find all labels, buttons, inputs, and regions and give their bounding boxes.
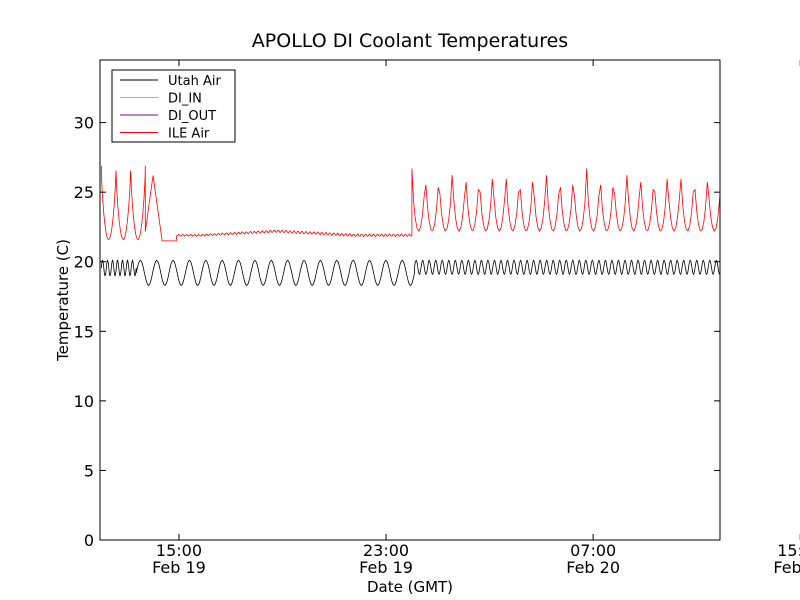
series-ile-air-line xyxy=(100,165,720,242)
legend-box xyxy=(111,69,236,143)
x-tick-time-label: 15:00 xyxy=(156,541,202,560)
y-tick-label: 5 xyxy=(84,461,94,480)
legend-label: Utah Air xyxy=(168,74,221,89)
x-axis-label: Date (GMT) xyxy=(367,578,453,596)
x-tick-date-label: Feb 20 xyxy=(566,558,620,577)
x-tick-date-label: Feb 20 xyxy=(773,558,800,577)
x-tick-time-label: 07:00 xyxy=(570,541,616,560)
y-tick-label: 10 xyxy=(74,392,94,411)
y-tick-label: 0 xyxy=(84,531,94,550)
legend-label: ILE Air xyxy=(168,127,210,142)
legend-label: DI_IN xyxy=(168,92,202,107)
x-tick-date-label: Feb 19 xyxy=(152,558,206,577)
x-tick-time-label: 15:00 xyxy=(777,541,800,560)
series-utah-air-line xyxy=(100,259,720,286)
chart-title: APOLLO DI Coolant Temperatures xyxy=(252,30,568,52)
y-tick-label: 30 xyxy=(74,114,94,133)
y-tick-label: 25 xyxy=(74,183,94,202)
y-axis-label: Temperature (C) xyxy=(54,239,72,362)
y-tick-label: 15 xyxy=(74,322,94,341)
legend-label: DI_OUT xyxy=(168,109,216,124)
x-tick-time-label: 23:00 xyxy=(363,541,409,560)
y-tick-label: 20 xyxy=(74,253,94,272)
x-tick-date-label: Feb 19 xyxy=(359,558,413,577)
plot-frame xyxy=(99,59,721,541)
legend: Utah Air DI_IN DI_OUT ILE Air xyxy=(111,69,236,143)
